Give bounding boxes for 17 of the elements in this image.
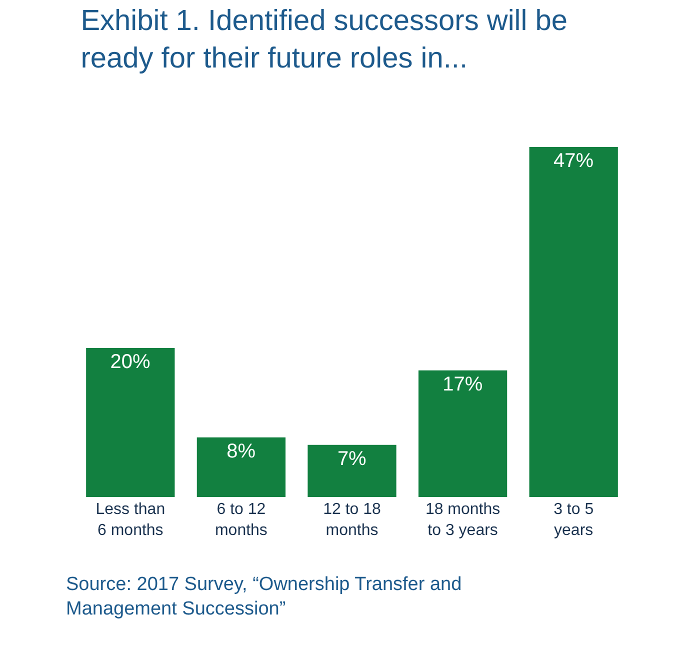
bar <box>308 444 396 497</box>
data-label: 20% <box>110 351 151 374</box>
bar <box>418 370 508 497</box>
x-tick-label: 18 months to 3 years <box>425 501 500 539</box>
bar <box>196 437 286 497</box>
x-tick-label: Less than 6 months <box>96 501 166 539</box>
x-tick-label: 3 to 5 years <box>554 501 594 539</box>
data-label: 8% <box>226 440 256 462</box>
data-label: 47% <box>553 150 594 172</box>
data-label: 17% <box>442 373 483 396</box>
source-note: Source: 2017 Survey, “Ownership Transfer and Management Succession” <box>66 574 462 620</box>
bar <box>86 348 175 497</box>
data-label: 7% <box>337 448 367 470</box>
x-tick-label: 6 to 12 months <box>214 501 268 539</box>
bar <box>529 147 618 497</box>
chart-title: Exhibit 1. Identified successors will be ready for their future roles in... <box>80 4 568 74</box>
x-tick-label: 12 to 18 months <box>323 501 382 539</box>
